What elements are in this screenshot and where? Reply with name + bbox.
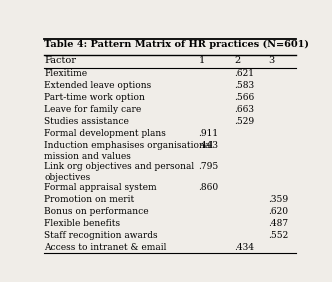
Text: Link org objectives and personal
objectives: Link org objectives and personal objecti… — [44, 162, 194, 182]
Text: .359: .359 — [268, 195, 288, 204]
Text: Formal development plans: Formal development plans — [44, 129, 166, 138]
Text: Studies assistance: Studies assistance — [44, 117, 129, 126]
Text: Staff recognition awards: Staff recognition awards — [44, 231, 158, 240]
Text: .552: .552 — [268, 231, 288, 240]
Text: .911: .911 — [199, 129, 218, 138]
Text: .487: .487 — [268, 219, 288, 228]
Text: Bonus on performance: Bonus on performance — [44, 207, 149, 216]
Text: Promotion on merit: Promotion on merit — [44, 195, 134, 204]
Text: .620: .620 — [268, 207, 288, 216]
Text: .566: .566 — [234, 93, 255, 102]
Text: Table 4: Pattern Matrix of HR practices (N=601): Table 4: Pattern Matrix of HR practices … — [44, 40, 309, 49]
Text: .860: .860 — [199, 184, 218, 192]
Text: .621: .621 — [234, 69, 254, 78]
Text: Flexitime: Flexitime — [44, 69, 87, 78]
Text: Flexible benefits: Flexible benefits — [44, 219, 120, 228]
Text: 3: 3 — [268, 56, 274, 65]
Text: 2: 2 — [234, 56, 241, 65]
Text: .663: .663 — [234, 105, 254, 114]
Text: Leave for family care: Leave for family care — [44, 105, 141, 114]
Text: .443: .443 — [199, 141, 218, 150]
Text: Formal appraisal system: Formal appraisal system — [44, 184, 157, 192]
Text: .583: .583 — [234, 81, 255, 90]
Text: 1: 1 — [199, 56, 205, 65]
Text: .795: .795 — [199, 162, 219, 171]
Text: Induction emphasises organisational
mission and values: Induction emphasises organisational miss… — [44, 141, 213, 161]
Text: Extended leave options: Extended leave options — [44, 81, 151, 90]
Text: Factor: Factor — [44, 56, 76, 65]
Text: Access to intranet & email: Access to intranet & email — [44, 243, 166, 252]
Text: .434: .434 — [234, 243, 254, 252]
Text: Part-time work option: Part-time work option — [44, 93, 145, 102]
Text: .529: .529 — [234, 117, 255, 126]
